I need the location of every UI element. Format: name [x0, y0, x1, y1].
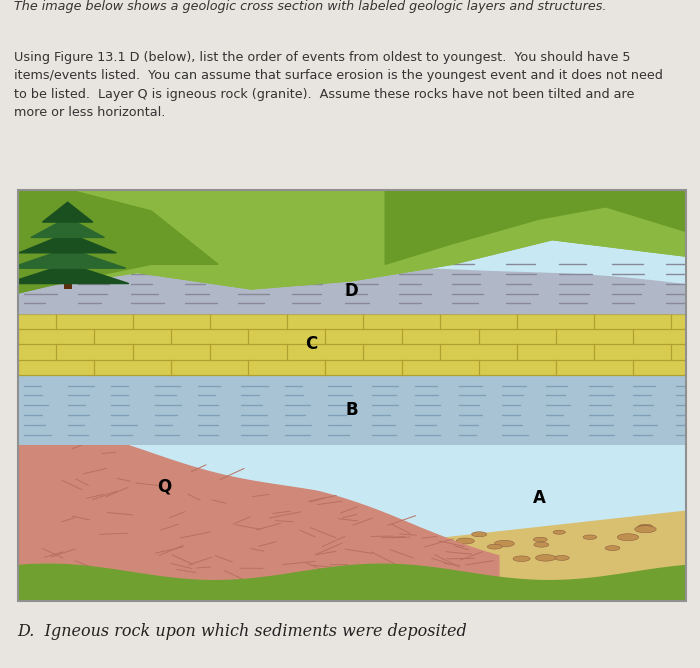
Polygon shape [18, 564, 686, 601]
Polygon shape [6, 264, 129, 283]
Text: The image below shows a geologic cross section with labeled geologic layers and : The image below shows a geologic cross s… [14, 0, 606, 13]
Polygon shape [18, 190, 686, 293]
Polygon shape [385, 190, 686, 265]
Ellipse shape [534, 542, 549, 547]
Polygon shape [31, 218, 104, 237]
Polygon shape [18, 190, 218, 293]
Polygon shape [18, 268, 686, 314]
Polygon shape [18, 190, 686, 293]
Polygon shape [43, 202, 93, 222]
Ellipse shape [533, 537, 547, 542]
Ellipse shape [494, 540, 514, 547]
Bar [18, 313, 686, 375]
Text: D.  Igneous rock upon which sediments were deposited: D. Igneous rock upon which sediments wer… [18, 623, 468, 640]
Ellipse shape [554, 556, 569, 560]
Ellipse shape [454, 554, 469, 558]
Text: Using Figure 13.1 D (below), list the order of events from oldest to youngest.  : Using Figure 13.1 D (below), list the or… [14, 51, 663, 119]
Ellipse shape [433, 553, 445, 557]
Ellipse shape [456, 538, 475, 544]
Bar [18, 375, 686, 445]
Ellipse shape [617, 534, 638, 540]
Text: B: B [345, 401, 358, 419]
Ellipse shape [605, 546, 620, 550]
Ellipse shape [553, 530, 566, 534]
Text: Q: Q [158, 477, 172, 495]
Ellipse shape [536, 554, 556, 561]
Text: D: D [345, 282, 358, 300]
Ellipse shape [637, 525, 652, 530]
Ellipse shape [472, 532, 486, 537]
Polygon shape [19, 233, 116, 253]
Ellipse shape [635, 526, 656, 532]
Polygon shape [318, 511, 686, 580]
Ellipse shape [583, 535, 596, 539]
Ellipse shape [513, 556, 530, 562]
Bar [64, 278, 71, 289]
Text: C: C [305, 335, 318, 353]
Ellipse shape [448, 558, 469, 565]
Ellipse shape [487, 544, 502, 549]
Ellipse shape [638, 524, 652, 529]
Polygon shape [18, 429, 499, 580]
Ellipse shape [444, 558, 466, 565]
Polygon shape [10, 248, 126, 268]
Text: A: A [533, 490, 545, 508]
